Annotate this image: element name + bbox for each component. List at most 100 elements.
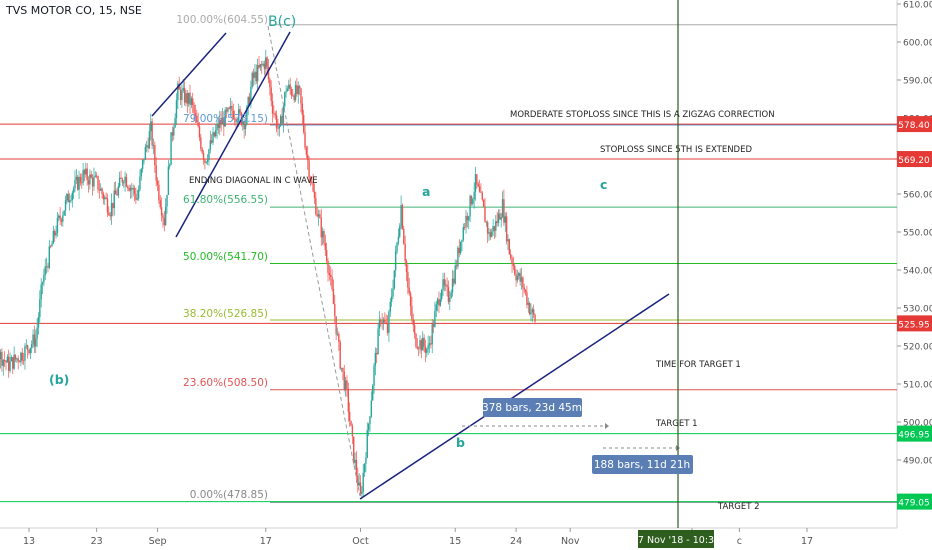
candle-body-268 [323,231,325,244]
candle-body-258 [309,177,312,182]
candle-body-140 [150,121,152,132]
candle-body-346 [428,343,431,346]
trend-line-diagonal-top[interactable] [151,32,227,117]
measure-box-1[interactable] [483,398,582,417]
x-tick-label-2: Sep [149,536,167,547]
candle-body-227 [267,66,270,80]
annotation-stoploss-extended: STOPLOSS SINCE 5TH IS EXTENDED [600,145,752,155]
candle-body-359 [446,284,448,287]
candle-body-151 [164,206,167,226]
candle-body-46 [22,360,25,362]
candle-body-93 [86,168,88,181]
x-tick-label-4: Oct [352,536,369,547]
candle-body-348 [431,324,433,345]
candle-body-53 [32,334,34,344]
wave-label-a: a [422,184,430,199]
candle-body-335 [413,325,416,334]
candle-body-68 [52,230,55,244]
candle-body-311 [381,321,383,323]
candle-body-357 [443,279,446,286]
candle-body-325 [400,205,402,227]
candle-body-256 [307,154,309,161]
candle-body-377 [470,195,473,204]
wave-label-bc: B(c) [268,14,296,30]
candle-body-35 [8,356,10,371]
candle-body-70 [55,232,57,236]
candle-body-208 [242,121,244,125]
candle-body-89 [81,182,83,184]
candle-body-75 [62,215,64,222]
candle-body-177 [200,137,202,149]
candle-body-174 [196,115,198,123]
trend-line-support[interactable] [359,293,670,500]
candle-body-266 [320,217,322,238]
candle-body-196 [225,109,228,112]
candle-body-291 [354,459,356,463]
candle-body-271 [327,260,329,273]
trend-line-diagonal-bottom[interactable] [175,31,291,238]
candle-body-69 [54,230,56,236]
candle-body-92 [85,168,87,175]
candle-body-380 [474,174,477,192]
price-line-label-4: 479.05 [898,499,930,509]
candle-body-52 [31,343,33,348]
candle-body-77 [64,200,67,211]
candle-body-253 [302,114,305,132]
candle-body-103 [100,188,102,191]
measure-box-2[interactable] [592,455,693,474]
candle-body-417 [524,289,527,293]
candle-body-141 [151,121,153,146]
candle-body-418 [526,292,528,305]
candle-body-340 [420,340,423,351]
candle-body-37 [10,357,13,362]
candle-body-113 [113,190,115,209]
candle-body-102 [98,189,101,191]
candle-body-83 [72,188,75,193]
candle-body-419 [527,303,529,305]
candle-body-381 [476,174,478,184]
candle-body-128 [133,188,136,194]
candle-body-170 [190,98,193,105]
candle-body-211 [246,107,248,125]
candle-body-124 [128,187,130,191]
candle-body-34 [6,356,9,363]
candle-body-90 [82,170,84,183]
candle-body-184 [209,140,212,150]
candle-body-307 [376,352,378,355]
candle-body-137 [146,145,148,147]
candle-body-383 [478,186,481,192]
candle-body-267 [321,231,324,238]
annotation-target-1: TARGET 1 [655,419,698,429]
candle-body-382 [477,183,479,187]
candle-body-43 [18,361,21,363]
candle-body-203 [235,118,237,123]
candle-body-375 [468,216,470,221]
x-tick-label-10: 17 [801,536,813,547]
candle-body-265 [319,214,321,218]
candle-body-371 [462,227,465,240]
candle-body-40 [14,354,17,360]
candle-body-108 [106,198,109,213]
candle-body-289 [351,425,354,437]
candle-body-224 [263,63,266,70]
candle-body-276 [334,304,336,317]
candle-body-241 [286,88,289,92]
fib-dashed-connector [267,25,361,497]
candle-body-314 [385,321,387,324]
candle-body-319 [392,288,394,297]
candle-body-244 [290,89,293,96]
candle-body-388 [485,222,488,224]
candle-body-136 [144,146,147,160]
candle-body-288 [350,420,352,426]
candle-body-295 [359,482,362,494]
candle-body-78 [66,193,68,201]
candle-body-326 [401,205,404,229]
wave-label-b: b [456,435,465,450]
candle-body-71 [56,217,59,233]
candle-body-206 [239,109,241,113]
candle-body-247 [294,85,297,101]
candle-body-400 [501,199,504,218]
candle-body-374 [466,215,469,221]
candle-body-54 [33,334,36,347]
